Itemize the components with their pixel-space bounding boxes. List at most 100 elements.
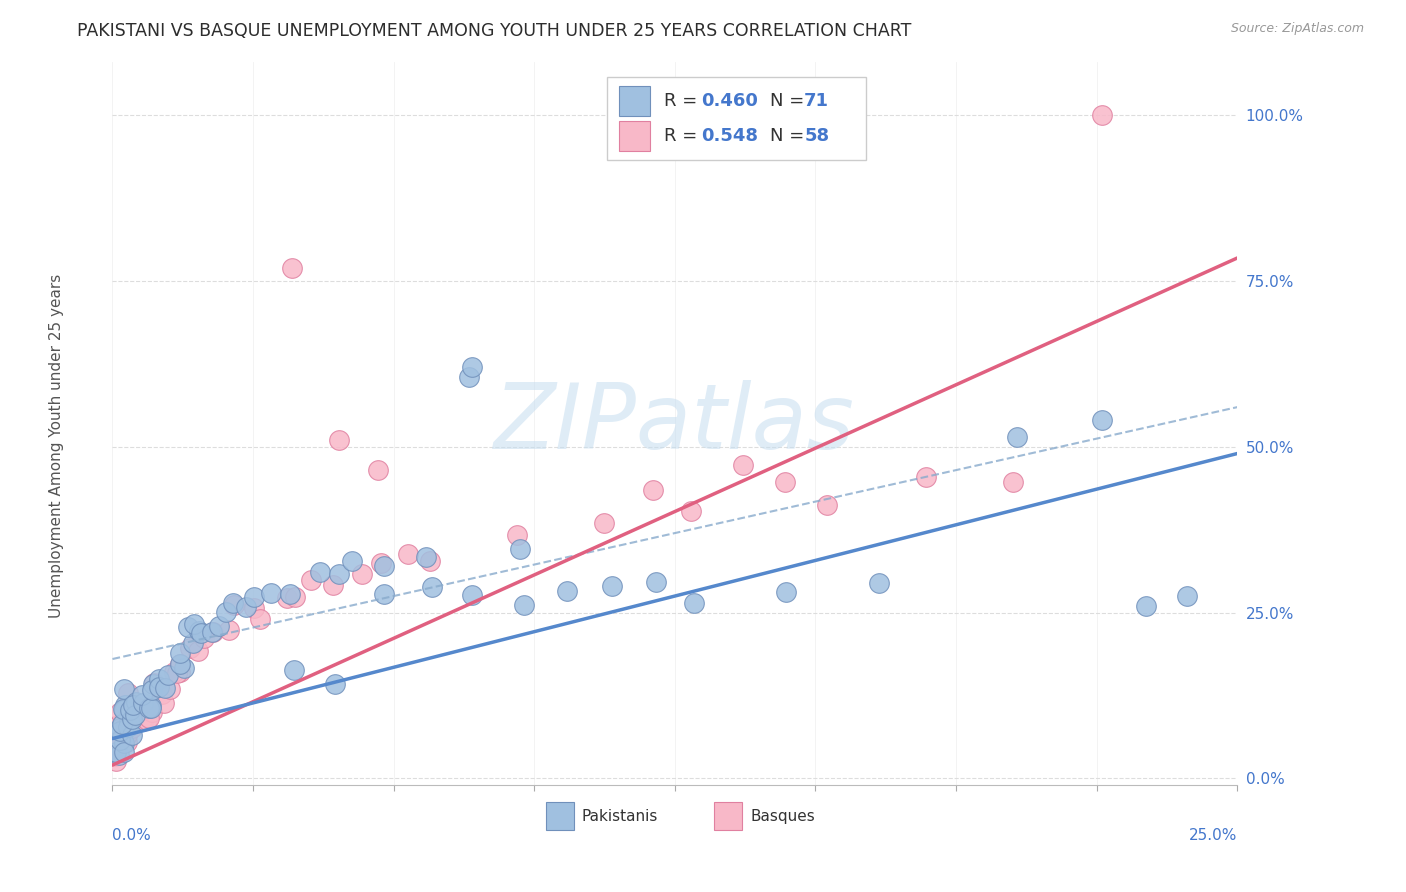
Point bbox=[1135, 599, 1157, 614]
Point bbox=[153, 681, 176, 696]
Text: 25.0%: 25.0% bbox=[1189, 829, 1237, 843]
Point bbox=[415, 549, 437, 564]
Point bbox=[555, 584, 578, 599]
Point bbox=[112, 736, 135, 750]
FancyBboxPatch shape bbox=[546, 802, 574, 830]
Text: N =: N = bbox=[770, 92, 810, 110]
Point bbox=[108, 747, 131, 762]
Point bbox=[121, 728, 143, 742]
Point bbox=[461, 360, 484, 375]
Point bbox=[190, 626, 212, 640]
Point bbox=[868, 575, 890, 590]
Point bbox=[136, 713, 159, 727]
Point bbox=[396, 547, 419, 561]
Point bbox=[183, 617, 205, 632]
Point bbox=[122, 710, 145, 724]
Point bbox=[111, 717, 134, 731]
FancyBboxPatch shape bbox=[714, 802, 742, 830]
Point bbox=[181, 636, 204, 650]
Point bbox=[112, 703, 135, 717]
Point bbox=[308, 565, 330, 579]
Point bbox=[141, 705, 163, 719]
Text: PAKISTANI VS BASQUE UNEMPLOYMENT AMONG YOUTH UNDER 25 YEARS CORRELATION CHART: PAKISTANI VS BASQUE UNEMPLOYMENT AMONG Y… bbox=[77, 22, 911, 40]
Point bbox=[138, 700, 160, 714]
Point bbox=[187, 624, 209, 639]
Point bbox=[1005, 430, 1028, 444]
Text: 71: 71 bbox=[804, 92, 830, 110]
Point bbox=[121, 721, 143, 735]
Point bbox=[139, 698, 162, 713]
Point bbox=[121, 711, 143, 725]
Point bbox=[215, 605, 238, 619]
FancyBboxPatch shape bbox=[619, 121, 650, 152]
Point bbox=[235, 600, 257, 615]
Text: 0.548: 0.548 bbox=[700, 128, 758, 145]
Point bbox=[323, 677, 346, 691]
Point bbox=[107, 718, 129, 732]
Point bbox=[370, 556, 392, 570]
Point bbox=[112, 745, 135, 759]
Point bbox=[260, 586, 283, 600]
Point bbox=[132, 714, 155, 728]
Point bbox=[509, 542, 531, 557]
Point bbox=[153, 696, 176, 710]
Point bbox=[420, 580, 443, 594]
Point bbox=[159, 681, 181, 696]
Point bbox=[201, 625, 224, 640]
Text: 0.460: 0.460 bbox=[700, 92, 758, 110]
Point bbox=[148, 672, 170, 686]
Point bbox=[141, 683, 163, 698]
Point bbox=[641, 483, 664, 497]
Point bbox=[461, 588, 484, 602]
Point bbox=[125, 695, 148, 709]
Point bbox=[142, 676, 165, 690]
Point bbox=[299, 574, 322, 588]
Point bbox=[157, 668, 180, 682]
Point bbox=[150, 687, 173, 701]
Point bbox=[281, 260, 304, 275]
Point bbox=[243, 591, 266, 605]
Point bbox=[222, 596, 245, 610]
Point bbox=[512, 598, 534, 612]
Point bbox=[458, 369, 481, 384]
Point bbox=[112, 714, 135, 729]
Point bbox=[169, 665, 191, 679]
Point bbox=[110, 705, 132, 719]
Point bbox=[1091, 108, 1114, 122]
Point bbox=[592, 516, 614, 530]
Text: N =: N = bbox=[770, 128, 810, 145]
Point bbox=[283, 663, 305, 677]
Point bbox=[1002, 475, 1025, 489]
Point bbox=[169, 647, 191, 661]
Point bbox=[104, 749, 127, 764]
Point bbox=[367, 463, 389, 477]
Point bbox=[104, 738, 127, 752]
Point bbox=[373, 558, 395, 573]
Point bbox=[775, 475, 797, 489]
Point bbox=[120, 703, 142, 717]
Point bbox=[169, 657, 191, 672]
Text: Basques: Basques bbox=[751, 808, 815, 823]
Point bbox=[117, 728, 139, 742]
Text: 58: 58 bbox=[804, 128, 830, 145]
Point bbox=[682, 596, 704, 610]
Point bbox=[148, 680, 170, 694]
Point bbox=[111, 702, 134, 716]
Point bbox=[132, 697, 155, 711]
Point bbox=[117, 714, 139, 728]
Point bbox=[284, 590, 307, 604]
FancyBboxPatch shape bbox=[607, 77, 866, 160]
Point bbox=[138, 711, 160, 725]
Point bbox=[276, 591, 298, 606]
Point bbox=[179, 640, 201, 655]
Point bbox=[328, 567, 350, 582]
Point bbox=[169, 657, 191, 671]
Point bbox=[166, 665, 188, 680]
Point bbox=[128, 701, 150, 715]
Point bbox=[249, 612, 271, 626]
Point bbox=[121, 698, 143, 713]
Text: R =: R = bbox=[664, 92, 703, 110]
Point bbox=[173, 661, 195, 675]
Point bbox=[163, 665, 186, 679]
Point bbox=[340, 554, 363, 568]
